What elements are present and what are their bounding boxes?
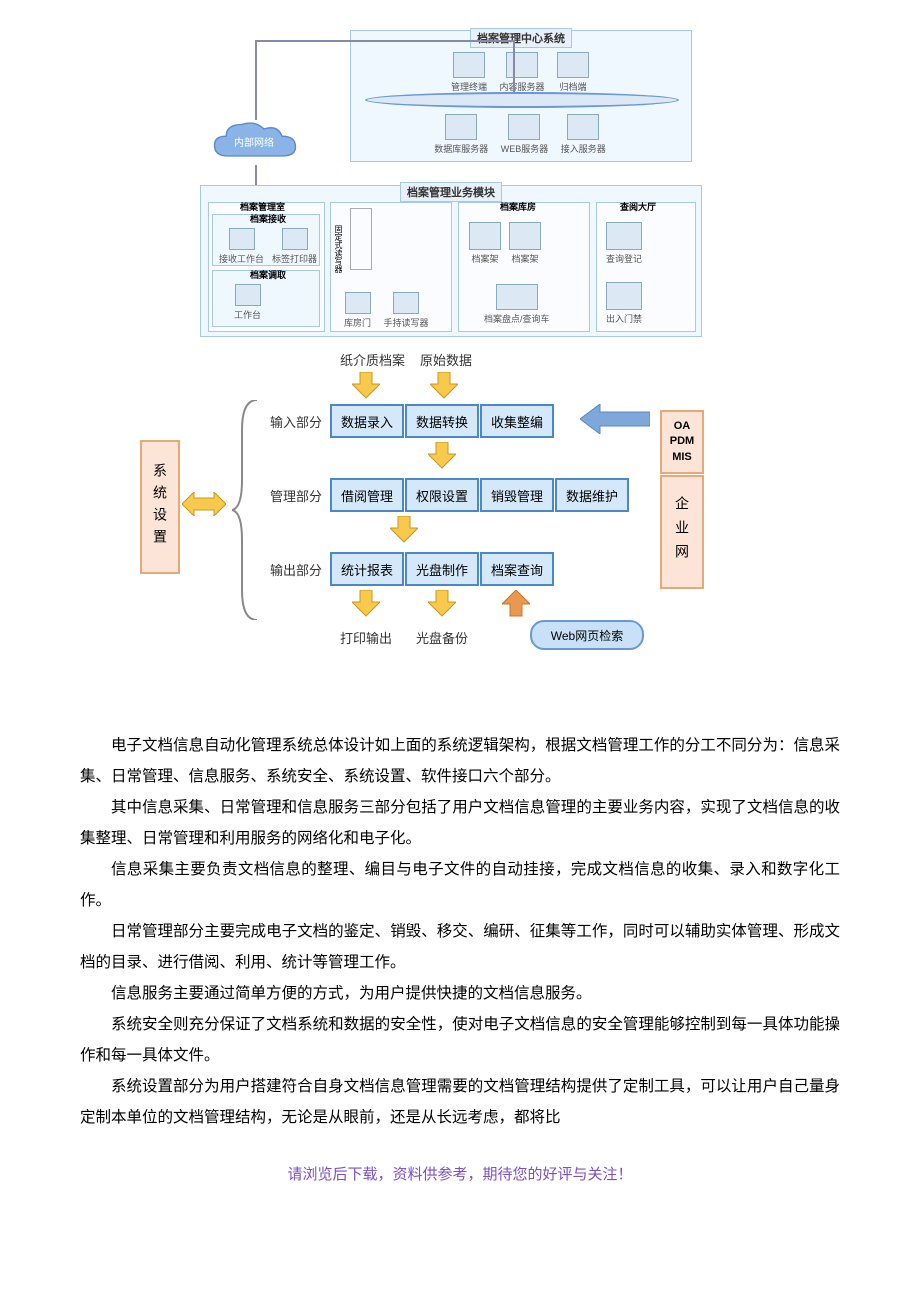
block-borrow: 借阅管理 bbox=[330, 478, 404, 512]
arrow-down-icon bbox=[430, 372, 458, 400]
paragraph: 电子文档信息自动化管理系统总体设计如上面的系统逻辑架构，根据文档管理工作的分工不… bbox=[80, 730, 840, 792]
paragraph: 信息服务主要通过简单方便的方式，为用户提供快捷的文档信息服务。 bbox=[80, 978, 840, 1009]
arrow-up-icon bbox=[502, 590, 530, 618]
label-cd-backup: 光盘备份 bbox=[416, 628, 468, 647]
arrow-down-icon bbox=[352, 372, 380, 400]
block-cd: 光盘制作 bbox=[405, 552, 479, 586]
icon-access-server: 接入服务器 bbox=[561, 114, 606, 155]
paragraph: 信息采集主要负责文档信息的整理、编目与电子文件的自动挂接，完成文档信息的收集、录… bbox=[80, 854, 840, 916]
block-destroy: 销毁管理 bbox=[480, 478, 554, 512]
body-text: 电子文档信息自动化管理系统总体设计如上面的系统逻辑架构，根据文档管理工作的分工不… bbox=[80, 730, 840, 1133]
label-raw: 原始数据 bbox=[420, 350, 472, 369]
web-search-bubble: Web网页检索 bbox=[530, 620, 644, 650]
icon-terminal: 管理终端 bbox=[451, 52, 487, 93]
section-manage-label: 管理部分 bbox=[270, 486, 322, 505]
arrow-bidir-icon bbox=[182, 492, 226, 516]
arrow-down-icon bbox=[428, 590, 456, 618]
block-query: 档案查询 bbox=[480, 552, 554, 586]
arrow-down-icon bbox=[428, 442, 456, 470]
flow-diagram: 纸介质档案 原始数据 系统设置 OA PDM MIS 企业网 输入部分 数据录入… bbox=[140, 350, 700, 720]
block-reports: 统计报表 bbox=[330, 552, 404, 586]
block-data-convert: 数据转换 bbox=[405, 404, 479, 438]
system-settings-box: 系统设置 bbox=[140, 440, 180, 574]
footer-text: 请浏览后下载，资料供参考，期待您的好评与关注！ bbox=[80, 1163, 840, 1184]
d1-bottom-title: 档案管理业务模块 bbox=[400, 182, 502, 202]
arrow-left-icon bbox=[580, 404, 650, 434]
icon-archive-end: 归档端 bbox=[557, 52, 589, 93]
enterprise-net-box: 企业网 bbox=[660, 475, 704, 589]
paragraph: 其中信息采集、日常管理和信息服务三部分包括了用户文档信息管理的主要业务内容，实现… bbox=[80, 792, 840, 854]
icon-db-server: 数据库服务器 bbox=[434, 114, 488, 155]
d1-top-title: 档案管理中心系统 bbox=[470, 28, 572, 48]
paragraph: 系统安全则充分保证了文档系统和数据的安全性，使对电子文档信息的安全管理能够控制到… bbox=[80, 1009, 840, 1071]
arrow-down-icon bbox=[390, 516, 418, 544]
icon-web-server: WEB服务器 bbox=[501, 114, 549, 155]
oa-pdm-mis-box: OA PDM MIS bbox=[660, 410, 704, 474]
architecture-diagram-top: 档案管理中心系统 管理终端 内容服务器 归档端 数据库服务器 WEB服务器 接入… bbox=[220, 30, 700, 340]
block-collect: 收集整编 bbox=[480, 404, 554, 438]
cloud-label: 内部网络 bbox=[234, 134, 274, 149]
block-data-entry: 数据录入 bbox=[330, 404, 404, 438]
brace-icon bbox=[232, 400, 262, 620]
section-input-label: 输入部分 bbox=[270, 412, 322, 431]
paragraph: 日常管理部分主要完成电子文档的鉴定、销毁、移交、编研、征集等工作，同时可以辅助实… bbox=[80, 916, 840, 978]
label-print: 打印输出 bbox=[340, 628, 392, 647]
label-paper: 纸介质档案 bbox=[340, 350, 405, 369]
block-maintain: 数据维护 bbox=[555, 478, 629, 512]
arrow-down-icon bbox=[352, 590, 380, 618]
paragraph: 系统设置部分为用户搭建符合自身文档信息管理需要的文档管理结构提供了定制工具，可以… bbox=[80, 1071, 840, 1133]
icon-content-server: 内容服务器 bbox=[500, 52, 545, 93]
section-output-label: 输出部分 bbox=[270, 560, 322, 579]
block-permission: 权限设置 bbox=[405, 478, 479, 512]
